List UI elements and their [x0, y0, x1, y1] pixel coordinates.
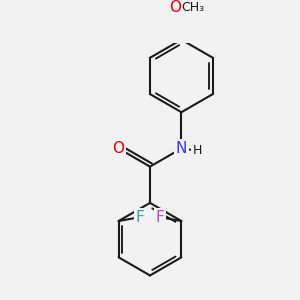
- Text: O: O: [112, 141, 124, 156]
- Text: N: N: [176, 141, 187, 156]
- Text: F: F: [155, 210, 164, 225]
- Text: CH₃: CH₃: [182, 1, 205, 13]
- Text: F: F: [136, 210, 145, 225]
- Text: H: H: [192, 144, 202, 157]
- Text: O: O: [169, 0, 181, 14]
